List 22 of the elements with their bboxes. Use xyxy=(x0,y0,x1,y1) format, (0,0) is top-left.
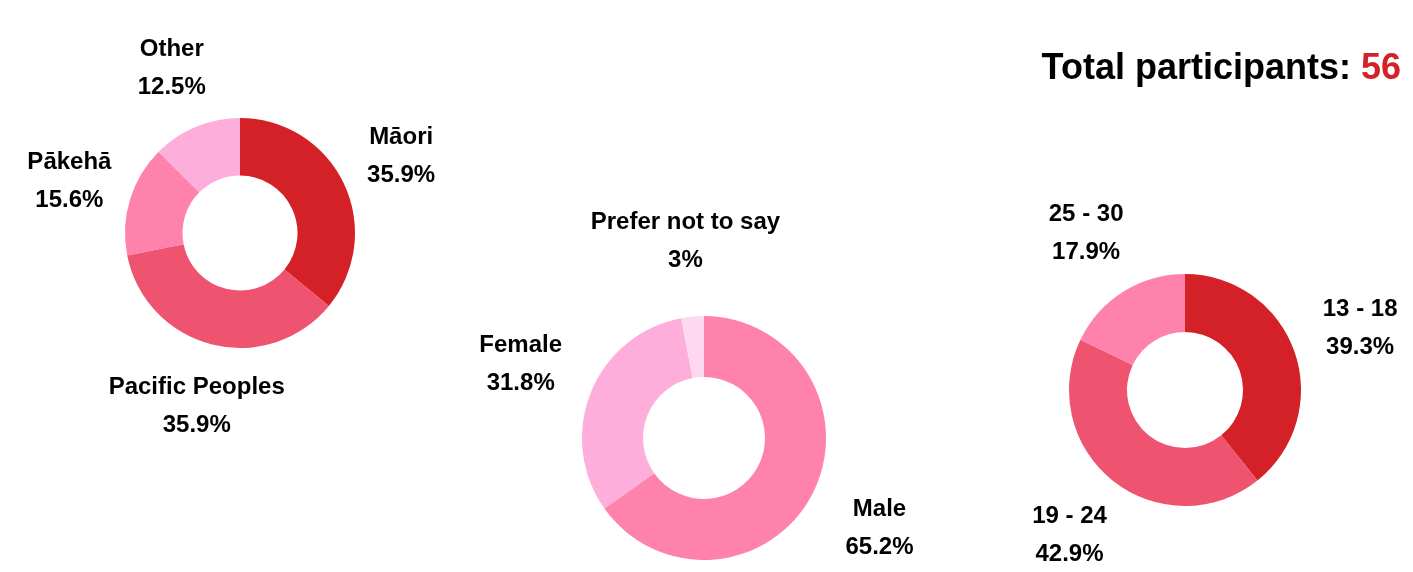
data-label: 35.9% xyxy=(162,409,231,437)
slice-label: Pacific Peoples xyxy=(108,371,285,399)
slice-label: 19 - 24 xyxy=(1032,500,1108,528)
slice-label: Male xyxy=(852,494,907,522)
data-label: 35.9% xyxy=(367,160,436,188)
slice-label: Māori xyxy=(369,122,434,150)
data-label: 3% xyxy=(668,244,703,272)
data-label: 17.9% xyxy=(1052,236,1121,264)
data-label: 65.2% xyxy=(845,532,914,560)
slice-label: 13 - 18 xyxy=(1322,294,1398,322)
slice-label: 25 - 30 xyxy=(1048,198,1124,226)
text: 56 xyxy=(1360,46,1401,87)
data-label: 42.9% xyxy=(1035,538,1104,566)
slice-label: Other xyxy=(139,33,204,61)
data-label: 15.6% xyxy=(35,184,104,212)
slice-label: Prefer not to say xyxy=(590,206,781,234)
data-label: 31.8% xyxy=(486,367,555,395)
data-label: 12.5% xyxy=(137,71,206,99)
slice-label: Pākehā xyxy=(27,146,113,174)
data-label: 39.3% xyxy=(1326,332,1395,360)
text: Total participants: xyxy=(1041,46,1351,87)
slice-label: Female xyxy=(479,329,563,357)
